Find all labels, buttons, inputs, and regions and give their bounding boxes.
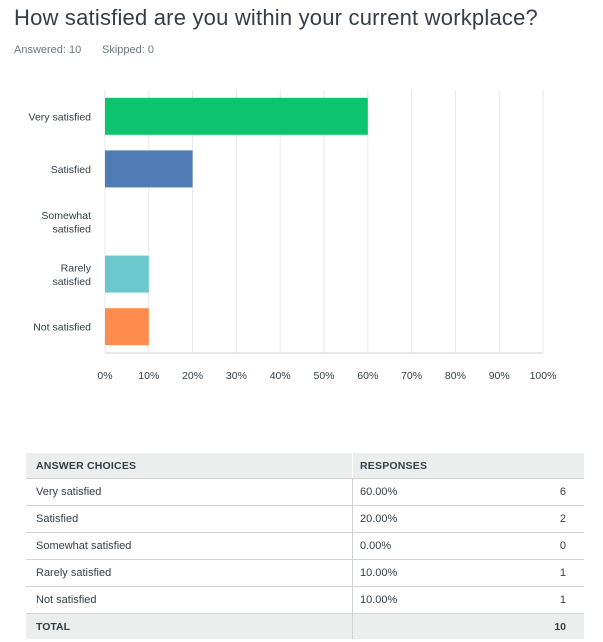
- column-divider: [352, 453, 353, 478]
- bar: [105, 308, 149, 346]
- x-tick-label: 30%: [226, 370, 247, 382]
- answered-count: Answered: 10: [14, 44, 82, 56]
- percent-cell: 20.00%: [360, 513, 398, 525]
- category-label: satisfied: [52, 276, 91, 288]
- table-header-row: ANSWER CHOICES RESPONSES: [26, 453, 584, 479]
- skipped-count: Skipped: 0: [102, 44, 154, 56]
- bar: [105, 97, 368, 135]
- total-label: TOTAL: [36, 620, 71, 633]
- x-tick-label: 80%: [445, 370, 466, 382]
- count-cell: 0: [559, 540, 566, 552]
- choice-cell: Not satisfied: [36, 594, 97, 606]
- table-total-row: TOTAL 10: [26, 614, 584, 639]
- satisfaction-bar-chart: 0% 10% 20% 30% 40% 50% 60% 70% 80% 90% 100% Very sa…: [29, 90, 557, 382]
- x-tick-label: 10%: [138, 370, 159, 382]
- bar: [105, 255, 149, 293]
- percent-cell: 60.00%: [360, 486, 398, 498]
- choice-cell: Very satisfied: [36, 486, 102, 498]
- table-row: Not satisfied 10.00% 1: [26, 587, 584, 614]
- table-row: Satisfied 20.00% 2: [26, 506, 584, 533]
- x-tick-label: 0%: [97, 370, 112, 382]
- count-cell: 1: [559, 594, 566, 606]
- x-tick-label: 90%: [489, 370, 510, 382]
- count-cell: 1: [559, 567, 566, 579]
- question-title: How satisfied are you within your curren…: [14, 5, 538, 30]
- table-row: Somewhat satisfied 0.00% 0: [26, 533, 584, 560]
- percent-cell: 10.00%: [360, 594, 398, 606]
- column-divider: [352, 614, 353, 639]
- x-tick-label: 20%: [182, 370, 203, 382]
- x-tick-label: 60%: [357, 370, 378, 382]
- category-label: Somewhat: [41, 210, 91, 222]
- table-row: Very satisfied 60.00% 6: [26, 479, 584, 506]
- total-count: 10: [554, 620, 566, 633]
- category-label: Rarely: [61, 262, 92, 274]
- category-label: satisfied: [52, 223, 91, 235]
- count-cell: 6: [559, 486, 566, 498]
- percent-cell: 0.00%: [360, 540, 392, 552]
- bar: [105, 150, 193, 188]
- choice-cell: Satisfied: [36, 513, 79, 525]
- column-divider: [352, 506, 353, 532]
- responses-table: ANSWER CHOICES RESPONSES Very satisfied …: [26, 453, 584, 639]
- x-tick-label: 50%: [313, 370, 334, 382]
- choice-cell: Rarely satisfied: [36, 567, 112, 579]
- count-cell: 2: [559, 513, 566, 525]
- x-tick-label: 100%: [530, 370, 557, 382]
- column-divider: [352, 560, 353, 586]
- category-label: Not satisfied: [33, 322, 91, 334]
- responses-header: RESPONSES: [360, 459, 428, 472]
- answer-choices-header: ANSWER CHOICES: [36, 459, 137, 472]
- column-divider: [352, 533, 353, 559]
- column-divider: [352, 587, 353, 613]
- x-tick-label: 40%: [270, 370, 291, 382]
- percent-cell: 10.00%: [360, 567, 398, 579]
- category-label: Satisfied: [51, 164, 91, 176]
- table-row: Rarely satisfied 10.00% 1: [26, 560, 584, 587]
- column-divider: [352, 479, 353, 505]
- x-tick-label: 70%: [401, 370, 422, 382]
- category-label: Very satisfied: [29, 111, 92, 123]
- choice-cell: Somewhat satisfied: [36, 540, 132, 552]
